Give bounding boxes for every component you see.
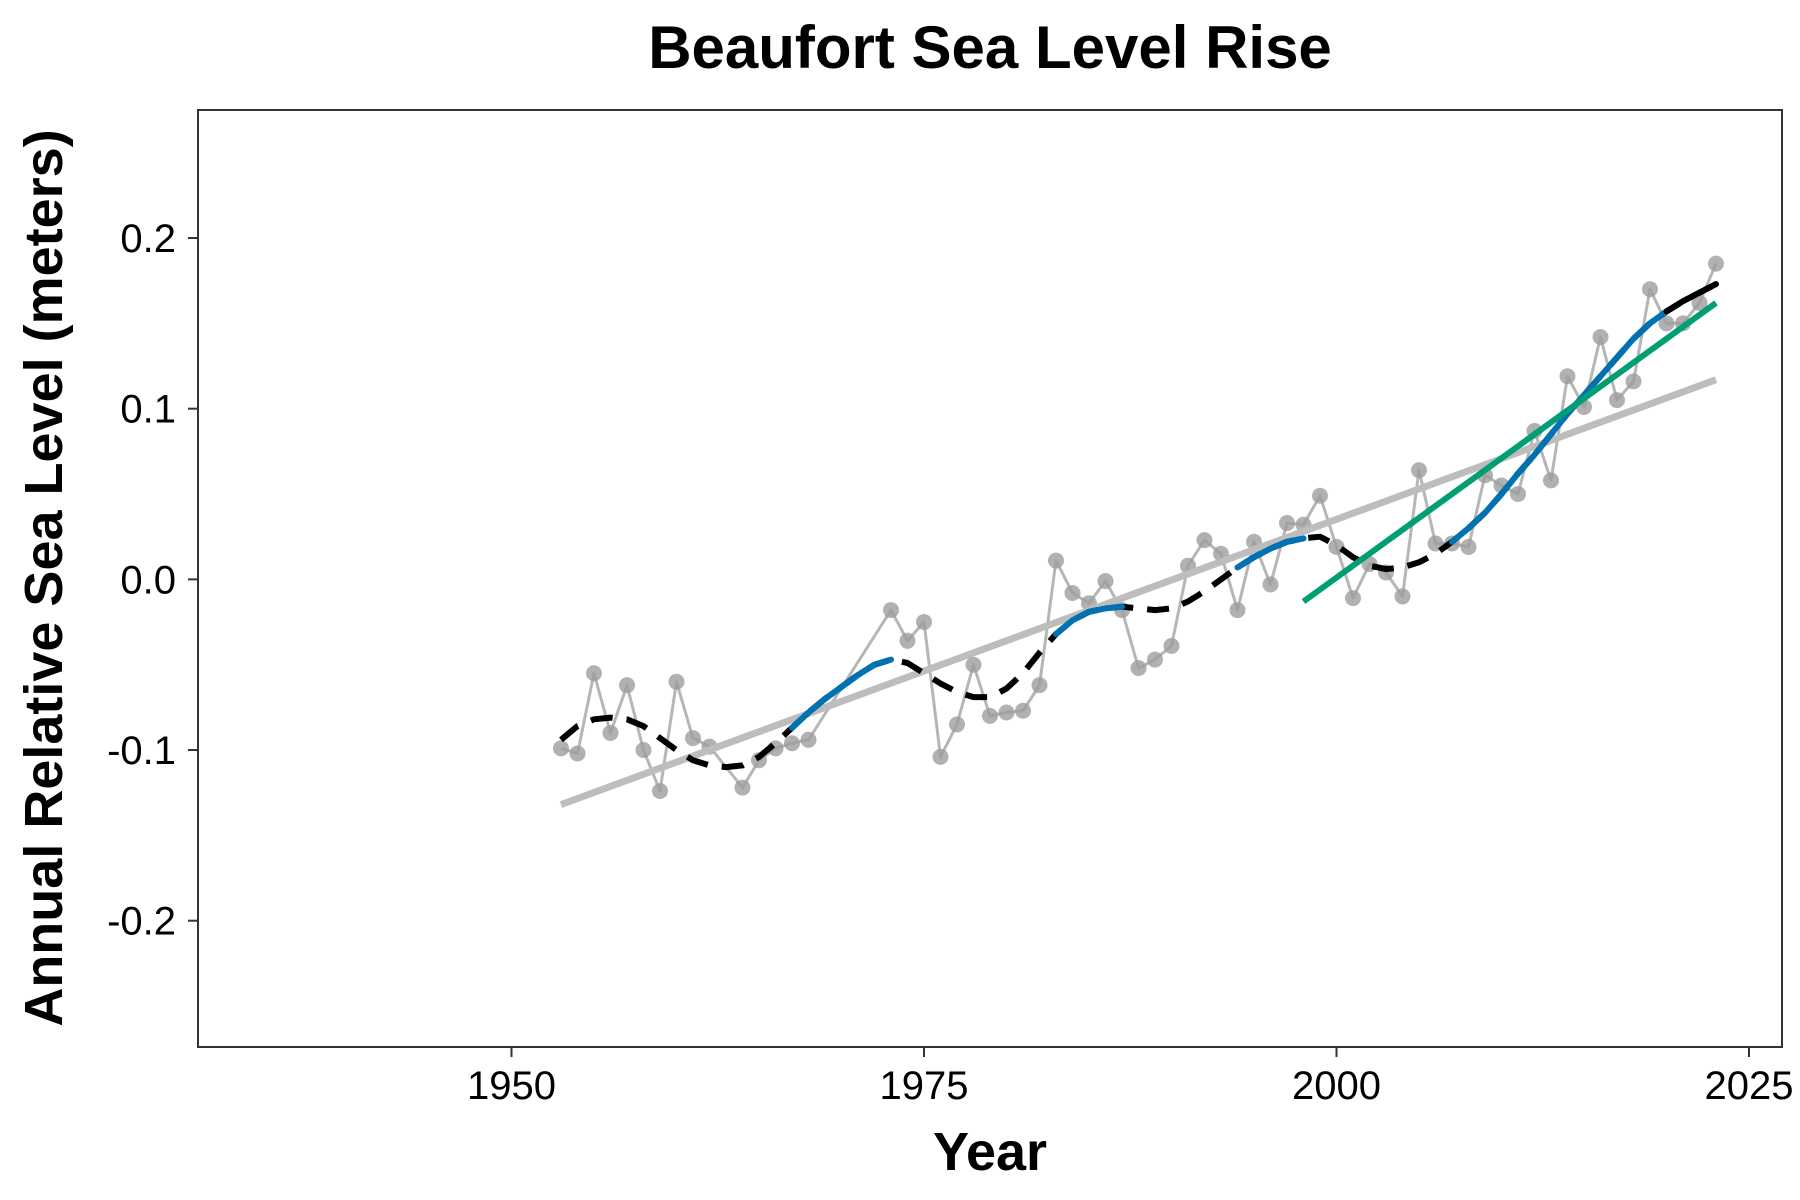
observed-point: [982, 707, 998, 724]
x-tick-label: 1975: [880, 1064, 969, 1108]
observed-point: [1609, 392, 1625, 409]
recent-trend-line: [1301, 300, 1718, 604]
y-axis: 0.2 0.1 0.0 -0.1 -0.2: [107, 217, 198, 944]
observed-point: [668, 673, 685, 690]
plot-area: [197, 109, 1783, 1048]
smoothed-increasing-segment: [1234, 535, 1307, 571]
x-tick-label: 1950: [467, 1064, 556, 1108]
chart-title: Beaufort Sea Level Rise: [648, 14, 1332, 81]
observed-point: [1642, 281, 1658, 298]
observed-point: [932, 748, 949, 765]
x-axis: 1950 1975 2000 2025: [467, 1047, 1793, 1108]
x-axis-title: Year: [933, 1122, 1047, 1182]
observed-point: [602, 724, 619, 741]
observed-point: [899, 632, 916, 649]
observed-point: [1262, 576, 1279, 593]
smoothed-increasing-segment: [1053, 603, 1125, 637]
series-layer: [553, 255, 1724, 808]
observed-point: [553, 740, 569, 757]
observed-point: [734, 779, 751, 796]
y-tick-label: -0.2: [107, 900, 176, 944]
observed-point: [1097, 573, 1114, 590]
smoothed-tail-segment: [1663, 281, 1719, 315]
observed-point: [998, 704, 1015, 721]
observed-point: [965, 656, 982, 673]
observed-point: [1048, 552, 1064, 569]
y-tick-label: 0.2: [120, 217, 176, 261]
smoothed-increasing-segment: [1449, 308, 1670, 545]
observed-point: [1411, 462, 1427, 479]
linear-trend-line: [559, 376, 1718, 808]
smoothed-increasing-segment: [789, 656, 894, 731]
y-tick-label: 0.0: [120, 558, 176, 602]
observed-point: [1708, 255, 1724, 272]
observed-point: [1196, 532, 1213, 549]
observed-point: [1510, 486, 1526, 503]
observed-point: [1592, 328, 1609, 345]
y-axis-title: Annual Relative Sea Level (meters): [14, 129, 74, 1026]
observed-point: [1460, 538, 1477, 555]
observed-point: [1064, 585, 1081, 602]
observed-point: [1229, 602, 1246, 619]
observed-point: [569, 745, 586, 762]
observed-point: [1147, 651, 1163, 668]
observed-point: [883, 602, 899, 619]
y-tick-label: 0.1: [120, 388, 176, 432]
observed-point: [1345, 590, 1361, 607]
observed-point: [635, 742, 652, 759]
observed-point: [685, 730, 701, 747]
observed-point: [1394, 588, 1411, 605]
observed-point: [949, 716, 965, 733]
observed-point: [1312, 487, 1328, 504]
observed-point: [1015, 702, 1031, 719]
x-tick-label: 2025: [1705, 1064, 1794, 1108]
observed-point: [619, 677, 635, 694]
observed-point: [1625, 373, 1642, 390]
observed-point: [1559, 368, 1576, 385]
observed-point: [800, 731, 817, 748]
observed-point: [1163, 637, 1180, 654]
observed-point: [1130, 660, 1147, 677]
observed-point: [1691, 294, 1708, 311]
observed-point: [1031, 677, 1048, 694]
y-tick-label: -0.1: [107, 729, 176, 773]
observed-point: [1279, 515, 1295, 532]
observed-point: [652, 782, 668, 799]
observed-point: [1658, 315, 1675, 332]
observed-point: [1543, 472, 1559, 489]
x-tick-label: 2000: [1292, 1064, 1381, 1108]
observed-point: [916, 614, 932, 631]
observed-point: [586, 665, 602, 682]
observed-point: [784, 735, 800, 752]
